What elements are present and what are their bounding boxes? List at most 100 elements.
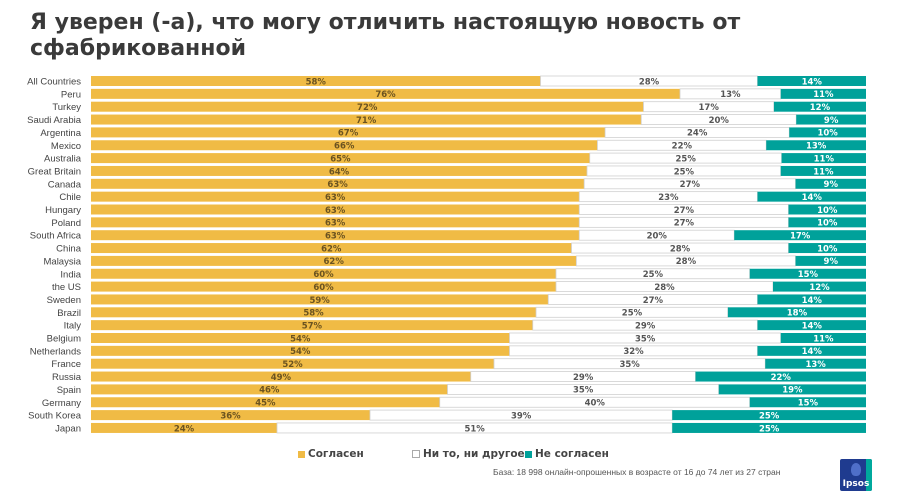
data-label: 13% bbox=[805, 360, 826, 370]
legend-label: Ни то, ни другое bbox=[423, 448, 525, 460]
data-label: 60% bbox=[313, 270, 334, 280]
data-label: 67% bbox=[338, 129, 359, 139]
data-label: 22% bbox=[672, 142, 693, 152]
data-label: 11% bbox=[813, 167, 834, 177]
data-label: 60% bbox=[313, 283, 334, 293]
data-label: 15% bbox=[798, 270, 819, 280]
legend-swatch-neutral bbox=[412, 450, 420, 458]
data-label: 13% bbox=[720, 90, 741, 100]
category-label: Canada bbox=[48, 179, 82, 190]
bar-segment-disagree bbox=[773, 101, 866, 112]
data-label: 25% bbox=[674, 167, 695, 177]
data-label: 23% bbox=[658, 193, 679, 203]
data-label: 45% bbox=[255, 399, 276, 409]
bar-segment-disagree bbox=[765, 358, 866, 369]
bar-segment-agree bbox=[91, 384, 448, 395]
bar-segment-agree bbox=[91, 268, 556, 279]
data-label: 27% bbox=[643, 296, 664, 306]
data-label: 63% bbox=[327, 180, 348, 190]
category-label: Peru bbox=[61, 89, 81, 100]
data-label: 14% bbox=[802, 77, 823, 87]
bar-segment-disagree bbox=[796, 114, 866, 125]
bar-segment-agree bbox=[91, 243, 572, 254]
data-label: 15% bbox=[798, 399, 819, 409]
bar-segment-disagree bbox=[695, 371, 866, 382]
bar-segment-agree bbox=[91, 114, 642, 125]
legend-label: Не согласен bbox=[535, 448, 609, 460]
bar-segment-agree bbox=[91, 165, 587, 176]
data-label: 57% bbox=[302, 321, 323, 331]
bar-segment-agree bbox=[91, 371, 471, 382]
data-label: 58% bbox=[303, 309, 324, 319]
data-label: 25% bbox=[675, 154, 696, 164]
bar-segment-disagree bbox=[788, 204, 866, 215]
bar-segment-disagree bbox=[773, 281, 866, 292]
data-label: 25% bbox=[643, 270, 664, 280]
category-label: Sweden bbox=[47, 295, 81, 306]
data-label: 14% bbox=[802, 347, 823, 357]
category-label: Germany bbox=[42, 398, 81, 409]
data-label: 51% bbox=[464, 424, 485, 434]
category-label: Turkey bbox=[52, 102, 81, 113]
category-label: Mexico bbox=[51, 141, 81, 152]
bar-segment-disagree bbox=[672, 410, 866, 421]
bar-segment-agree bbox=[91, 178, 585, 189]
data-label: 22% bbox=[771, 373, 792, 383]
data-label: 18% bbox=[787, 309, 808, 319]
data-label: 19% bbox=[782, 386, 803, 396]
data-label: 28% bbox=[676, 257, 697, 267]
category-label: Australia bbox=[44, 154, 82, 165]
category-label: South Africa bbox=[30, 231, 82, 242]
bar-segment-disagree bbox=[795, 255, 866, 266]
legend-item-agree: Согласен bbox=[298, 448, 364, 460]
legend-swatch-disagree bbox=[525, 450, 532, 458]
base-note: База: 18 998 онлайн-опрошенных в возраст… bbox=[493, 467, 781, 477]
bar-segment-disagree bbox=[780, 333, 866, 343]
data-label: 27% bbox=[674, 206, 695, 216]
bar-segment-disagree bbox=[757, 191, 866, 202]
data-label: 29% bbox=[635, 321, 656, 331]
bar-segment-disagree bbox=[795, 178, 866, 189]
data-label: 62% bbox=[321, 244, 342, 254]
bar-segment-disagree bbox=[749, 268, 866, 279]
bar-segment-agree bbox=[91, 307, 537, 318]
bar-segment-agree bbox=[91, 358, 494, 369]
data-label: 29% bbox=[573, 373, 594, 383]
bar-segment-neutral bbox=[575, 255, 796, 267]
category-label: India bbox=[60, 269, 81, 280]
data-label: 28% bbox=[670, 244, 691, 254]
data-label: 63% bbox=[325, 193, 346, 203]
data-label: 14% bbox=[802, 193, 823, 203]
data-label: 49% bbox=[271, 373, 292, 383]
data-label: 9% bbox=[824, 257, 839, 267]
data-label: 76% bbox=[375, 90, 396, 100]
data-label: 10% bbox=[817, 219, 838, 229]
category-label: China bbox=[56, 244, 82, 255]
data-label: 32% bbox=[623, 347, 644, 357]
data-label: 10% bbox=[817, 244, 838, 254]
bar-segment-disagree bbox=[734, 230, 866, 241]
bar-segment-disagree bbox=[757, 294, 866, 305]
stacked-bar-chart: All Countries 58% 28% 14% Peru 76% 13% 11% Turke… bbox=[27, 75, 866, 434]
bar-segment-agree bbox=[91, 397, 440, 408]
data-label: 46% bbox=[259, 386, 280, 396]
category-label: Hungary bbox=[45, 205, 81, 216]
data-label: 72% bbox=[357, 103, 378, 113]
bar-segment-disagree bbox=[766, 140, 866, 151]
data-label: 54% bbox=[290, 347, 311, 357]
legend-label: Согласен bbox=[308, 448, 364, 460]
bar-segment-agree bbox=[91, 410, 370, 421]
data-label: 28% bbox=[654, 283, 675, 293]
data-label: 62% bbox=[323, 257, 344, 267]
data-label: 24% bbox=[174, 424, 195, 434]
bar-segment-disagree bbox=[672, 422, 866, 433]
data-label: 17% bbox=[790, 232, 811, 242]
bar-segment-agree bbox=[91, 320, 533, 331]
data-label: 35% bbox=[619, 360, 640, 370]
category-label: Russia bbox=[52, 372, 82, 383]
data-label: 14% bbox=[802, 321, 823, 331]
data-label: 12% bbox=[809, 283, 830, 293]
data-label: 9% bbox=[824, 116, 839, 126]
data-label: 12% bbox=[810, 103, 831, 113]
category-label: Spain bbox=[57, 385, 81, 396]
